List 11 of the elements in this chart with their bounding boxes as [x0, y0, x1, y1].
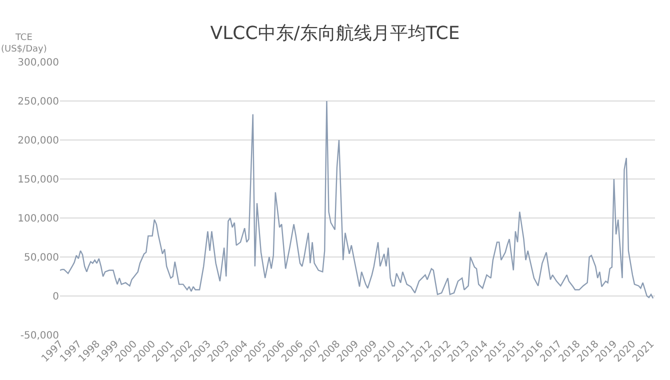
y-tick-label: 150,000 [18, 174, 59, 186]
y-tick-label: -50,000 [20, 330, 59, 342]
y-axis-title: TCE (US$/Day) [1, 33, 47, 55]
y-tick-label: 50,000 [24, 252, 59, 264]
y-tick-label: 250,000 [18, 96, 59, 108]
line-series [60, 100, 654, 299]
chart-title: VLCC中东/东向航线月平均TCE [210, 23, 460, 44]
y-tick-label: 0 [52, 292, 59, 302]
y-tick-label: 300,000 [18, 58, 59, 68]
y-tick-label: 100,000 [18, 214, 59, 224]
y-tick-label: 200,000 [18, 136, 59, 146]
